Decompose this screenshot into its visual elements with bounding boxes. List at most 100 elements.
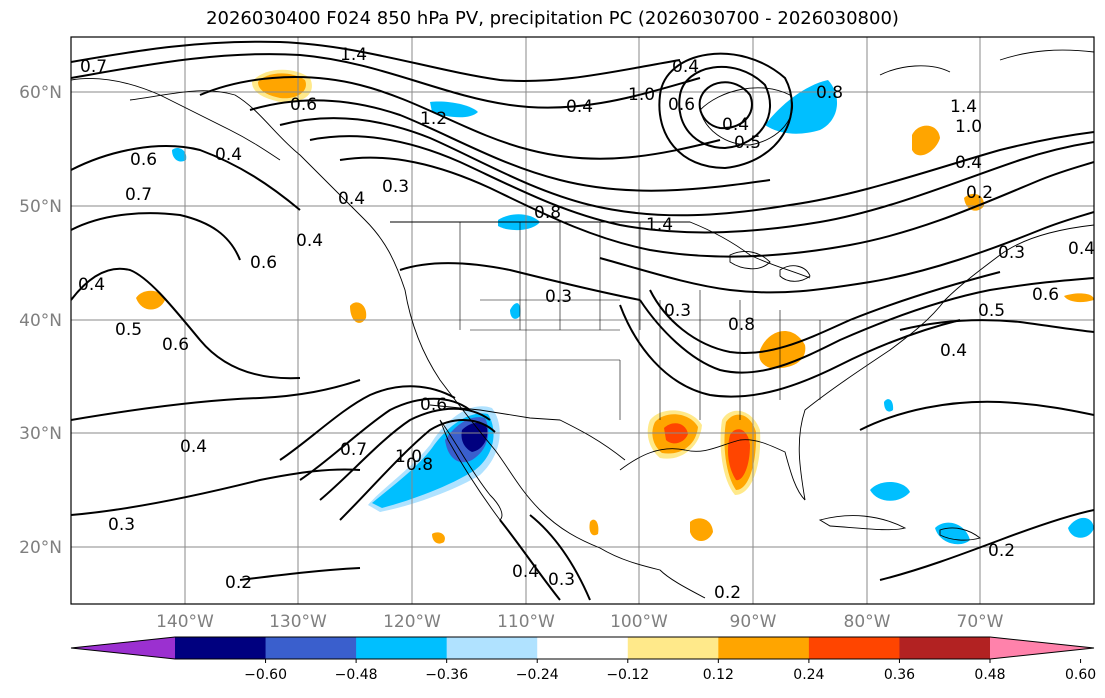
precip-positive-area <box>912 125 940 156</box>
colorbar-tick-label: 0.48 <box>974 667 1005 683</box>
colorbar-segment <box>356 637 448 659</box>
precip-positive-area <box>759 331 806 369</box>
contour-label: 0.5 <box>978 301 1005 321</box>
colorbar-segment <box>899 637 991 659</box>
lon-label-120w: 120°W <box>383 612 441 632</box>
precip-positive-area <box>136 290 165 310</box>
precip-positive-area <box>589 519 599 536</box>
contour-label: 0.4 <box>338 189 365 209</box>
lon-label-90w: 90°W <box>730 612 777 632</box>
precip-negative-area <box>870 481 910 501</box>
pv-contour-line <box>639 277 1094 374</box>
precip-negative-area <box>884 399 894 412</box>
colorbar-segment <box>627 637 719 659</box>
contour-label: 0.2 <box>714 583 741 603</box>
contour-label: 0.4 <box>78 275 105 295</box>
contour-label: 0.4 <box>566 97 593 117</box>
alaska-coast <box>71 77 281 161</box>
contour-label: 1.4 <box>950 97 977 117</box>
contour-label: 0.4 <box>940 341 967 361</box>
pv-contour-line <box>879 509 1094 581</box>
pv-jet-streak <box>299 397 471 481</box>
contour-label: 1.2 <box>420 109 447 129</box>
contour-label: 0.3 <box>998 243 1025 263</box>
longitude-labels: 140°W 130°W 120°W 110°W 100°W 90°W 80°W … <box>156 612 1004 632</box>
contour-label: 1.0 <box>395 447 422 467</box>
contour-label: 0.4 <box>955 153 982 173</box>
pv-low-center <box>698 81 753 130</box>
precip-positive-area <box>432 532 445 544</box>
colorbar-tick-label: 0.36 <box>884 667 915 683</box>
precip-negative-area <box>430 101 478 118</box>
precip-positive-area <box>1064 293 1094 303</box>
contour-label: 1.0 <box>628 85 655 105</box>
contour-label: 0.4 <box>296 231 323 251</box>
contour-label: 0.4 <box>215 145 242 165</box>
baja-california <box>439 419 503 521</box>
precip-negative-area <box>935 522 970 545</box>
pv-contour-line <box>499 519 561 601</box>
colorbar-segment <box>265 637 357 659</box>
precip-negative-area <box>461 422 488 452</box>
pv-contour-line <box>599 211 1094 294</box>
pv-contour-line <box>71 212 241 261</box>
colorbar-segment <box>808 637 900 659</box>
colorbar-outline <box>70 636 1095 660</box>
precip-negative-area <box>765 80 838 134</box>
contour-label: 0.4 <box>512 562 539 582</box>
contour-label: 0.8 <box>406 455 433 475</box>
latitude-labels: 60°N 50°N 40°N 30°N 20°N <box>19 83 62 558</box>
map-title: 2026030400 F024 850 hPa PV, precipitatio… <box>206 8 899 29</box>
pv-low-center <box>678 65 771 150</box>
pv-contours <box>71 40 1094 601</box>
contour-labels: 0.7 1.4 0.6 0.4 0.6 0.7 0.4 0.5 0.6 0.4 … <box>78 45 1095 603</box>
pv-contour-line <box>309 135 1094 234</box>
precip-negative-area <box>172 148 187 162</box>
pv-contour-line <box>339 156 1094 258</box>
contour-label: 0.7 <box>125 185 152 205</box>
lat-label-30n: 30°N <box>19 424 62 444</box>
contour-label: 0.4 <box>722 115 749 135</box>
contour-label: 0.2 <box>966 183 993 203</box>
greenland-coast <box>879 49 1094 76</box>
contour-label: 0.4 <box>1068 239 1095 259</box>
contour-label: 0.8 <box>534 203 561 223</box>
colorbar-tick-label: −0.60 <box>244 667 287 683</box>
colorbar-tick-label: −0.12 <box>606 667 649 683</box>
pv-jet-streak <box>339 419 496 521</box>
pv-jet-streak <box>279 385 456 461</box>
contour-label: 0.8 <box>816 83 843 103</box>
contour-label: 0.3 <box>548 570 575 590</box>
contour-label: 0.6 <box>130 150 157 170</box>
precip-negative-area <box>510 303 521 319</box>
lat-label-60n: 60°N <box>19 83 62 103</box>
lon-label-130w: 130°W <box>269 612 327 632</box>
pv-contour-line <box>71 53 701 109</box>
canada-us-border <box>390 221 811 279</box>
contour-label: 0.8 <box>728 315 755 335</box>
contour-label: 0.6 <box>250 253 277 273</box>
precip-negative-area <box>1068 517 1094 538</box>
lon-label-100w: 100°W <box>610 612 668 632</box>
contour-label: 1.0 <box>955 117 982 137</box>
pv-contour-line <box>899 319 1094 333</box>
pv-contour-line <box>239 567 361 581</box>
coastline-west <box>129 90 706 599</box>
pv-contour-line <box>71 40 681 82</box>
contour-label: 0.3 <box>664 301 691 321</box>
colorbar-extend-low <box>71 637 175 659</box>
contour-label: 0.6 <box>162 335 189 355</box>
cuba <box>818 515 907 531</box>
pv-low-center <box>658 52 793 170</box>
lat-label-20n: 20°N <box>19 538 62 558</box>
contour-label: 0.6 <box>290 95 317 115</box>
pv-contour-line <box>249 99 771 192</box>
colorbar-tick-label: 0.60 <box>1065 667 1096 683</box>
pv-contour-line <box>279 117 1094 217</box>
pv-contour-line <box>199 76 721 160</box>
coastline-gulf <box>619 439 806 501</box>
contour-label: 0.6 <box>1032 285 1059 305</box>
contour-label: 0.4 <box>180 437 207 457</box>
colorbar-segment <box>537 637 629 659</box>
